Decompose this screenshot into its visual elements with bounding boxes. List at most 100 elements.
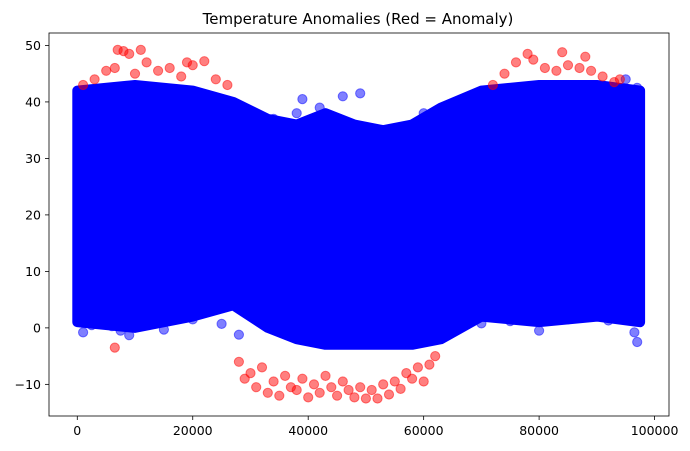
x-tick-label: 20000: [173, 423, 213, 438]
anomaly-point: [129, 68, 141, 79]
anomaly-point: [539, 62, 551, 74]
anomaly-point: [320, 370, 331, 381]
anomaly-point: [332, 390, 343, 401]
anomaly-point: [109, 62, 120, 74]
anomaly-point: [337, 376, 348, 387]
anomaly-point: [297, 373, 308, 384]
y-tick-label: 50: [25, 38, 41, 53]
x-axis: 0 20000 40000 60000 80000 100000: [73, 416, 678, 438]
y-tick-label: 20: [25, 207, 41, 222]
anomaly-point: [164, 62, 175, 74]
normal-point: [115, 325, 126, 336]
anomaly-point: [187, 60, 198, 71]
anomaly-point: [343, 384, 354, 396]
normal-point: [129, 288, 141, 300]
anomaly-point: [372, 393, 383, 404]
anomaly-point: [528, 54, 539, 65]
plot-frame: [48, 32, 670, 417]
anomaly-point: [424, 359, 435, 370]
anomaly-point: [135, 44, 146, 56]
anomaly-point: [109, 342, 120, 353]
anomaly-point: [614, 74, 626, 85]
normal-point: [355, 88, 366, 99]
anomaly-point: [291, 384, 302, 396]
normal-point: [476, 318, 487, 329]
anomaly-point: [557, 47, 568, 58]
normal-point: [337, 91, 348, 102]
normal-point: [314, 102, 325, 113]
anomaly-point: [199, 56, 210, 67]
normal-point: [187, 314, 198, 325]
anomaly-point: [360, 393, 371, 404]
scatter-points-layer: [75, 44, 643, 404]
anomaly-point: [487, 79, 498, 91]
x-tick-label: 40000: [288, 423, 328, 438]
normal-point: [632, 336, 643, 348]
anomaly-point: [141, 57, 152, 68]
normal-point: [216, 318, 227, 329]
y-tick-label: 0: [33, 320, 41, 335]
normal-point: [75, 317, 86, 328]
normal-point: [447, 324, 458, 335]
anomaly-point: [308, 379, 320, 390]
anomaly-point: [222, 79, 233, 91]
anomaly-point: [389, 376, 400, 387]
normal-point: [124, 330, 135, 341]
anomaly-point: [303, 392, 314, 403]
normal-point: [268, 113, 279, 125]
normal-point: [534, 325, 545, 336]
normal-band-layer: [72, 80, 646, 350]
anomaly-point: [383, 389, 395, 400]
normal-point: [562, 314, 574, 325]
anomaly-point: [597, 71, 608, 82]
normal-point: [86, 320, 97, 331]
anomaly-point: [430, 351, 441, 362]
normal-point: [603, 315, 614, 326]
normal-point: [629, 327, 640, 338]
anomaly-point: [89, 74, 100, 85]
anomaly-point: [378, 379, 389, 390]
anomaly-point: [153, 65, 164, 76]
anomaly-point: [280, 370, 291, 381]
anomaly-point: [407, 373, 418, 384]
anomaly-point: [314, 387, 325, 398]
anomaly-point: [412, 362, 423, 373]
anomaly-point: [366, 384, 377, 396]
anomaly-point: [176, 71, 187, 82]
x-tick-label: 80000: [519, 423, 559, 438]
anomaly-point: [256, 362, 268, 373]
anomaly-point: [274, 390, 285, 401]
normal-point: [291, 108, 302, 119]
anomaly-point: [562, 60, 574, 71]
anomaly-point: [101, 65, 112, 76]
normal-point: [158, 324, 169, 335]
y-tick-label: 30: [25, 151, 41, 166]
normal-readings-band: [72, 80, 646, 350]
anomaly-point: [251, 382, 262, 393]
anomaly-point: [418, 376, 429, 387]
y-axis: −10 0 10 20 30 40 50: [15, 38, 49, 392]
anomaly-point: [268, 376, 279, 387]
normal-point: [418, 108, 429, 119]
anomaly-point: [78, 79, 89, 91]
anomaly-point: [233, 356, 244, 367]
normal-point: [632, 82, 643, 93]
anomaly-point: [210, 74, 221, 85]
anomaly-point: [262, 387, 273, 398]
normal-point: [80, 96, 92, 108]
normal-point: [233, 329, 244, 340]
x-tick-label: 0: [73, 423, 81, 438]
anomaly-point: [510, 57, 522, 68]
chart-title: Temperature Anomalies (Red = Anomaly): [202, 10, 514, 28]
anomaly-point: [586, 65, 597, 76]
anomaly-point: [574, 62, 585, 74]
normal-point: [75, 105, 86, 116]
normal-point: [505, 316, 516, 327]
normal-point: [591, 291, 602, 302]
y-tick-label: 10: [25, 264, 41, 279]
normal-point: [245, 108, 256, 119]
anomaly-point: [395, 383, 406, 394]
anomaly-point: [551, 65, 562, 76]
anomaly-point: [349, 392, 360, 403]
